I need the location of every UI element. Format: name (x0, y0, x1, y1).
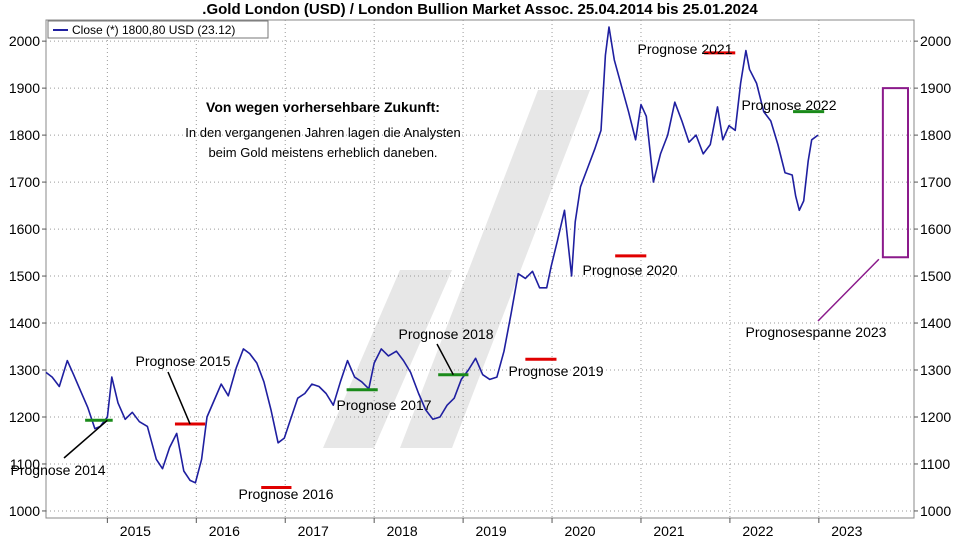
y-tick-label: 1800 (9, 127, 40, 143)
leader-line (436, 343, 454, 376)
y-tick-label: 1300 (9, 362, 40, 378)
annotation: Von wegen vorhersehbare Zukunft: In den … (185, 99, 460, 160)
x-tick-label: 2019 (476, 523, 507, 539)
y-tick-label: 1100 (920, 456, 950, 472)
leader-line (817, 258, 880, 322)
forecast-range-label: Prognosespanne 2023 (746, 324, 887, 340)
chart-title: .Gold London (USD) / London Bullion Mark… (202, 1, 758, 18)
y-tick-label: 1700 (920, 174, 951, 190)
legend-box (47, 20, 269, 39)
y-tick-label: 1600 (9, 221, 40, 237)
y-tick-label: 1900 (920, 80, 951, 96)
forecast-label: Prognose 2014 (11, 462, 106, 478)
x-tick-label: 2022 (742, 523, 773, 539)
y-tick-label: 1100 (10, 456, 40, 472)
forecast-label: Prognose 2021 (638, 41, 733, 57)
watermark-logo (323, 90, 590, 448)
y-axis-right: 1000 1100 1200 1300 1400 1500 1600 1700 1800 1900… (914, 33, 951, 519)
forecast-label: Prognose 2020 (583, 262, 678, 278)
x-tick-label: 2018 (387, 523, 418, 539)
forecast-label: Prognose 2018 (399, 326, 494, 342)
annotation-line: beim Gold meistens erheblich daneben. (208, 145, 437, 160)
x-tick-label: 2015 (120, 523, 151, 539)
forecast-label: Prognose 2015 (136, 353, 231, 369)
x-tick-label: 2016 (209, 523, 240, 539)
forecast-label: Prognose 2017 (337, 397, 432, 413)
forecast-range-layer: Prognosespanne 2023 (746, 87, 909, 340)
forecast-label: Prognose 2019 (509, 363, 604, 379)
y-tick-label: 1400 (920, 315, 951, 331)
y-tick-label: 1500 (920, 268, 951, 284)
legend: Close (*) 1800,80 USD (23.12) (47, 20, 269, 39)
y-tick-label: 1900 (9, 80, 40, 96)
leader-line (167, 371, 191, 425)
legend-label: Close (*) 1800,80 USD (23.12) (72, 23, 235, 37)
y-tick-label: 1200 (9, 409, 40, 425)
series-layer (45, 26, 819, 484)
y-tick-label: 1400 (9, 315, 40, 331)
leader-line (63, 419, 108, 459)
annotation-line: In den vergangenen Jahren lagen die Anal… (185, 125, 460, 140)
y-tick-label: 2000 (9, 33, 40, 49)
y-tick-label: 2000 (920, 33, 951, 49)
forecast-range-box (881, 87, 909, 259)
annotation-heading: Von wegen vorhersehbare Zukunft: (206, 99, 440, 115)
y-tick-label: 1300 (920, 362, 951, 378)
watermark-slash (323, 270, 452, 448)
y-tick-label: 1000 (9, 503, 40, 519)
y-axis-left: 1000 1100 1200 1300 1400 1500 1600 1700 1800 1900… (9, 33, 46, 519)
y-tick-label: 1800 (920, 127, 951, 143)
forecast-layer: Prognose 2014 Prognose 2015 Prognose 2016 P… (11, 41, 837, 502)
y-tick-label: 1700 (9, 174, 40, 190)
series-line (45, 26, 819, 484)
y-tick-label: 1000 (920, 503, 951, 519)
grid (46, 20, 914, 518)
x-tick-label: 2020 (564, 523, 595, 539)
x-tick-label: 2023 (831, 523, 862, 539)
x-axis: 2015 2016 2017 2018 2019 2020 2021 2022 2023 (106, 518, 863, 539)
x-tick-label: 2017 (298, 523, 329, 539)
y-tick-label: 1600 (920, 221, 951, 237)
forecast-label: Prognose 2022 (742, 97, 837, 113)
y-tick-label: 1500 (9, 268, 40, 284)
x-tick-label: 2021 (653, 523, 684, 539)
watermark-slash (400, 90, 590, 448)
y-tick-label: 1200 (920, 409, 951, 425)
forecast-label: Prognose 2016 (239, 486, 334, 502)
